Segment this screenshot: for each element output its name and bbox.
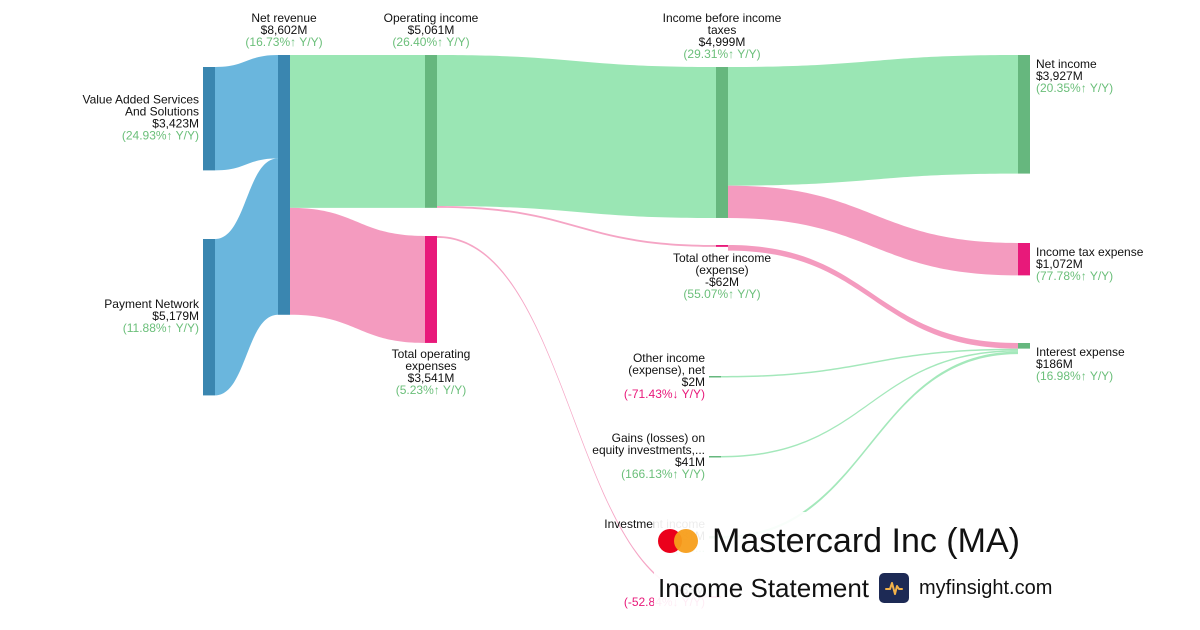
sankey-link-oie-int (721, 348, 1018, 378)
node-value-ni: $3,927M (1036, 69, 1083, 83)
sankey-link-vas-rev (215, 55, 278, 171)
node-value-gains: $41M (675, 455, 705, 469)
node-label-vas: Value Added Services (82, 93, 199, 107)
node-label-int: Interest expense (1036, 345, 1125, 359)
sankey-node-ni (1018, 55, 1030, 174)
node-label-rev: Net revenue (251, 11, 317, 25)
logo-orange-circle (674, 529, 698, 553)
sankey-link-rev-opinc (290, 55, 425, 208)
node-label-ibt: Income before income (663, 11, 782, 25)
node-change-toi: (55.07%↑ Y/Y) (683, 287, 760, 301)
node-change-ni: (20.35%↑ Y/Y) (1036, 81, 1113, 95)
node-value-ibt: $4,999M (699, 35, 746, 49)
node-change-int: (16.98%↑ Y/Y) (1036, 369, 1113, 383)
node-change-opex: (5.23%↑ Y/Y) (396, 383, 466, 397)
company-header: Mastercard Inc (MA) (658, 516, 1020, 566)
sankey-node-oie (709, 376, 721, 378)
sankey-links (215, 55, 1018, 598)
pulse-icon (879, 573, 909, 603)
sankey-nodes (203, 55, 1030, 598)
sankey-node-rev (278, 55, 290, 315)
sankey-link-rev-opex (290, 207, 425, 343)
node-label-opinc: Operating income (384, 11, 479, 25)
node-change-ibt: (29.31%↑ Y/Y) (683, 47, 760, 61)
node-label-opex: Total operating (392, 347, 471, 361)
node-label-oie: Other income (633, 351, 705, 365)
sankey-node-toi (716, 245, 728, 247)
branding-panel: Mastercard Inc (MA) Income Statement myf… (654, 512, 1174, 622)
node-value-int: $186M (1036, 357, 1073, 371)
node-label-ni: Net income (1036, 57, 1097, 71)
node-label-vas: And Solutions (125, 105, 199, 119)
node-change-opinc: (26.40%↑ Y/Y) (392, 35, 469, 49)
node-change-rev: (16.73%↑ Y/Y) (245, 35, 322, 49)
node-change-vas: (24.93%↑ Y/Y) (122, 129, 199, 143)
node-value-vas: $3,423M (152, 117, 199, 131)
mastercard-logo-icon (658, 527, 702, 555)
node-value-toi: -$62M (705, 275, 739, 289)
node-change-oie: (-71.43%↓ Y/Y) (624, 387, 705, 401)
sankey-node-ibt (716, 67, 728, 218)
sankey-link-opinc-toi (437, 205, 716, 247)
company-title: Mastercard Inc (MA) (712, 521, 1020, 560)
sankey-node-opex (425, 236, 437, 343)
node-label-tax: Income tax expense (1036, 245, 1144, 259)
sankey-link-opex-othexp (437, 236, 709, 598)
node-value-tax: $1,072M (1036, 257, 1083, 271)
sankey-link-invinc-int (721, 351, 1018, 539)
node-value-opex: $3,541M (408, 371, 455, 385)
node-change-tax: (77.78%↑ Y/Y) (1036, 269, 1113, 283)
node-label-toi: (expense) (695, 263, 748, 277)
sankey-node-gains (709, 456, 721, 458)
site-name: myfinsight.com (919, 576, 1053, 599)
node-value-rev: $8,602M (261, 23, 308, 37)
sankey-link-ibt-ni (728, 55, 1018, 186)
node-value-opinc: $5,061M (408, 23, 455, 37)
sankey-link-opinc-ibt (437, 55, 716, 218)
sankey-node-int (1018, 343, 1030, 349)
node-label-pn: Payment Network (104, 297, 200, 311)
sankey-link-toi-int (728, 245, 1018, 349)
sankey-link-gains-int (721, 350, 1018, 458)
node-value-oie: $2M (682, 375, 705, 389)
node-label-toi: Total other income (673, 251, 771, 265)
sankey-link-ibt-tax (728, 185, 1018, 276)
sankey-node-tax (1018, 243, 1030, 276)
statement-header: Income Statement myfinsight.com (658, 568, 1052, 608)
node-label-ibt: taxes (708, 23, 737, 37)
node-label-gains: equity investments,... (592, 443, 705, 457)
sankey-node-pn (203, 239, 215, 396)
sankey-node-opinc (425, 55, 437, 208)
sankey-link-pn-rev (215, 158, 278, 396)
node-label-opex: expenses (405, 359, 456, 373)
node-value-pn: $5,179M (152, 309, 199, 323)
node-label-oie: (expense), net (628, 363, 705, 377)
sankey-node-vas (203, 67, 215, 171)
node-change-pn: (11.88%↑ Y/Y) (123, 321, 199, 335)
node-label-gains: Gains (losses) on (612, 431, 705, 445)
node-change-gains: (166.13%↑ Y/Y) (621, 467, 705, 481)
statement-title: Income Statement (658, 572, 869, 603)
